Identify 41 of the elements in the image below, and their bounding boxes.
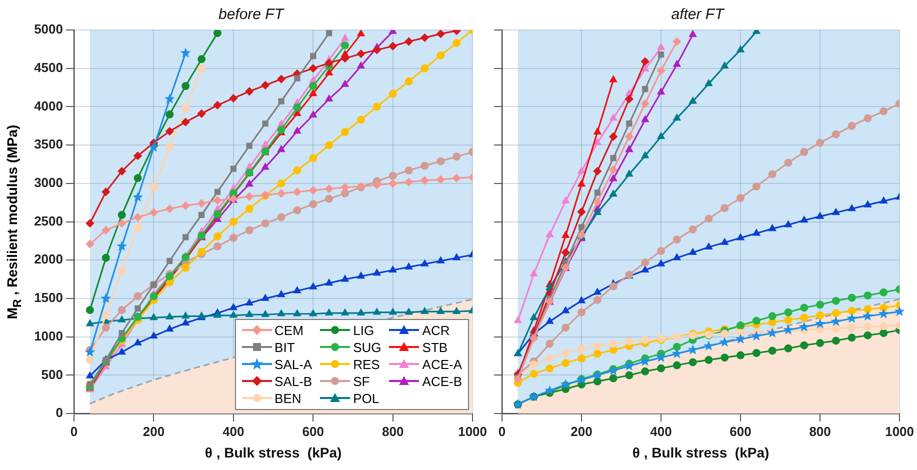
y-tick-label: 0 [56, 405, 63, 420]
legend-label: STB [422, 340, 448, 355]
legend-label: RES [353, 356, 380, 372]
x-tick-label: 400 [650, 424, 672, 439]
y-tick-label: 3000 [34, 175, 63, 190]
legend-label: ACE-B [422, 374, 462, 389]
legend-label: ACR [422, 322, 450, 338]
y-tick-label: 2000 [34, 252, 63, 267]
x-tick-label: 600 [730, 424, 752, 439]
y-tick-label: 2500 [34, 213, 63, 228]
legend-label: SF [353, 374, 370, 389]
legend-label: BEN [274, 390, 302, 406]
y-tick-label: 500 [41, 366, 63, 382]
legend-label: SAL-B [274, 374, 312, 389]
y-tick-label: 4500 [34, 60, 63, 75]
x-axis-title: θ , Bulk stress (kPa) [632, 444, 770, 460]
x-tick-label: 800 [809, 424, 831, 439]
y-tick-label: 1500 [34, 290, 63, 306]
x-tick-label: 200 [570, 424, 592, 439]
legend-label: LIG [353, 322, 374, 338]
x-tick-label: 1000 [885, 424, 914, 439]
x-tick-label: 200 [142, 424, 165, 439]
chart-title: after FT [671, 6, 726, 24]
y-tick-label: 1000 [34, 328, 63, 344]
x-tick-label: 0 [498, 424, 506, 439]
legend-label: ACE-A [422, 356, 462, 372]
legend-label: CEM [274, 322, 304, 338]
x-tick-label: 1000 [458, 424, 487, 439]
x-axis-title: θ , Bulk stress (kPa) [204, 444, 342, 460]
y-tick-label: 5000 [34, 22, 63, 37]
x-tick-label: 0 [70, 424, 78, 439]
legend-label: POL [353, 390, 380, 406]
x-tick-label: 800 [382, 424, 404, 439]
x-tick-label: 600 [302, 424, 324, 439]
legend-label: SUG [353, 340, 382, 355]
legend-label: SAL-A [274, 356, 312, 372]
legend-label: BIT [274, 340, 295, 355]
chart-title: before FT [218, 6, 286, 24]
y-tick-label: 3500 [34, 136, 63, 152]
y-tick-label: 4000 [34, 98, 63, 114]
x-tick-label: 400 [222, 424, 244, 439]
